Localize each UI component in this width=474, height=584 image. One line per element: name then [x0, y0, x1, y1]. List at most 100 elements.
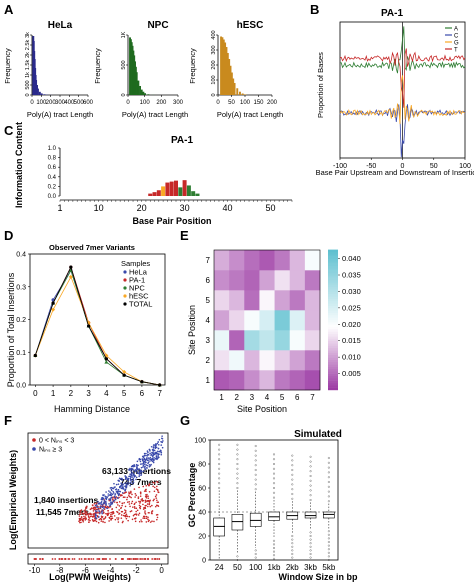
f-point-strip: [114, 558, 117, 560]
c-logo-letter: [191, 191, 196, 196]
e-colorbar-segment: [328, 317, 338, 321]
f-point-red: [89, 508, 92, 511]
f-point-blue: [150, 463, 152, 466]
e-colorbar-segment: [328, 308, 338, 311]
g-outlier: [273, 482, 276, 485]
f-point-blue: [138, 475, 140, 478]
f-point-red: [156, 516, 159, 519]
f-point-blue: [103, 494, 105, 496]
f-point-red: [121, 504, 123, 507]
f-point-blue: [155, 446, 158, 449]
f-point-red: [142, 485, 145, 488]
panel-label-e: E: [180, 228, 189, 243]
g-outlier: [218, 458, 221, 461]
f-point-red: [111, 508, 114, 510]
e-colorbar-segment: [328, 340, 338, 344]
f-point-strip: [58, 558, 61, 560]
a-hist-bar: [228, 59, 231, 95]
g-outlier: [291, 545, 294, 548]
f-point-strip: [80, 558, 83, 560]
f-point-red: [96, 515, 99, 517]
f-point-red: [156, 481, 159, 483]
f-point-blue: [161, 441, 163, 444]
f-point-red: [156, 499, 158, 502]
d-xtick-label: 2: [69, 389, 74, 398]
f-point-red: [139, 495, 142, 497]
g-outlier: [327, 490, 330, 493]
f-point-blue: [130, 467, 133, 470]
g-outlier: [291, 556, 294, 559]
f-point-blue: [109, 504, 112, 507]
f-point-strip: [105, 558, 108, 560]
d-point: [104, 360, 109, 364]
g-outlier: [309, 475, 312, 478]
f-point-red: [138, 504, 141, 507]
g-outlier: [254, 454, 257, 457]
e-colorbar-segment: [328, 357, 338, 360]
f-point-blue: [146, 467, 148, 469]
f-point-blue: [149, 460, 151, 462]
g-outlier: [291, 493, 294, 496]
npc-title: NPC: [147, 20, 168, 31]
f-point-blue: [146, 450, 149, 452]
f-point-blue: [131, 476, 134, 478]
f-point-red: [145, 490, 147, 493]
f-point-blue: [139, 460, 142, 463]
f-point-blue: [149, 456, 152, 459]
f-point-red: [139, 506, 141, 509]
c-logo-letter: [174, 180, 178, 196]
f-point-red: [142, 503, 144, 506]
d-legend-marker: [123, 278, 127, 282]
f-point-blue: [161, 435, 163, 437]
e-heatmap-cell: [304, 330, 321, 351]
f-point-blue: [138, 458, 141, 461]
f-point-red: [125, 513, 128, 516]
f-point-blue: [111, 502, 113, 505]
e-colorbar-segment: [328, 329, 338, 332]
f-point-red: [101, 516, 103, 519]
g-outlier: [291, 483, 294, 486]
f-point-blue: [111, 493, 114, 495]
f-point-blue: [135, 463, 138, 466]
f-point-red: [131, 500, 134, 503]
a-xtick-label: 300: [173, 100, 184, 106]
f-point-red: [148, 483, 151, 485]
f-point-blue: [118, 480, 120, 482]
f-point-blue: [122, 486, 124, 488]
f-xtick-label: -4: [107, 566, 115, 575]
e-heatmap-cell: [274, 270, 291, 291]
e-colorbar-segment: [328, 270, 338, 274]
f-point-blue: [132, 465, 135, 468]
f-point-blue: [154, 457, 157, 460]
f-point-blue: [130, 472, 133, 475]
e-colorbar-segment: [328, 373, 338, 377]
f-point-red: [149, 521, 152, 523]
e-heatmap-cell: [229, 330, 245, 351]
e-colorbar-segment: [328, 298, 338, 302]
f-point-red: [128, 494, 130, 497]
f-point-blue: [153, 458, 155, 461]
a-xtick-label: 100: [36, 100, 47, 106]
e-ytick-label: 3: [206, 336, 211, 345]
a-ytick-label: 200: [211, 60, 217, 69]
a-hist-bar: [230, 72, 233, 95]
f-point-blue: [152, 461, 155, 464]
f-point-red: [118, 505, 121, 507]
g-box: [231, 514, 244, 531]
a-hist-bar: [239, 91, 241, 95]
f-point-red: [116, 510, 118, 513]
e-colorbar-segment: [328, 336, 338, 339]
a-ytick-label: 3k: [25, 32, 31, 38]
f-point-red: [148, 500, 151, 503]
g-xtick-label: 50: [233, 563, 242, 572]
d-series-line-TOTAL: [34, 266, 160, 386]
f-point-red: [155, 497, 158, 499]
f-point-blue: [121, 491, 124, 494]
f-point-red: [133, 503, 136, 506]
e-colorbar-label: 0.005: [342, 369, 361, 378]
f-point-blue: [107, 495, 110, 497]
f-point-red: [126, 501, 129, 503]
g-outlier: [273, 458, 276, 461]
f-point-blue: [128, 482, 130, 484]
